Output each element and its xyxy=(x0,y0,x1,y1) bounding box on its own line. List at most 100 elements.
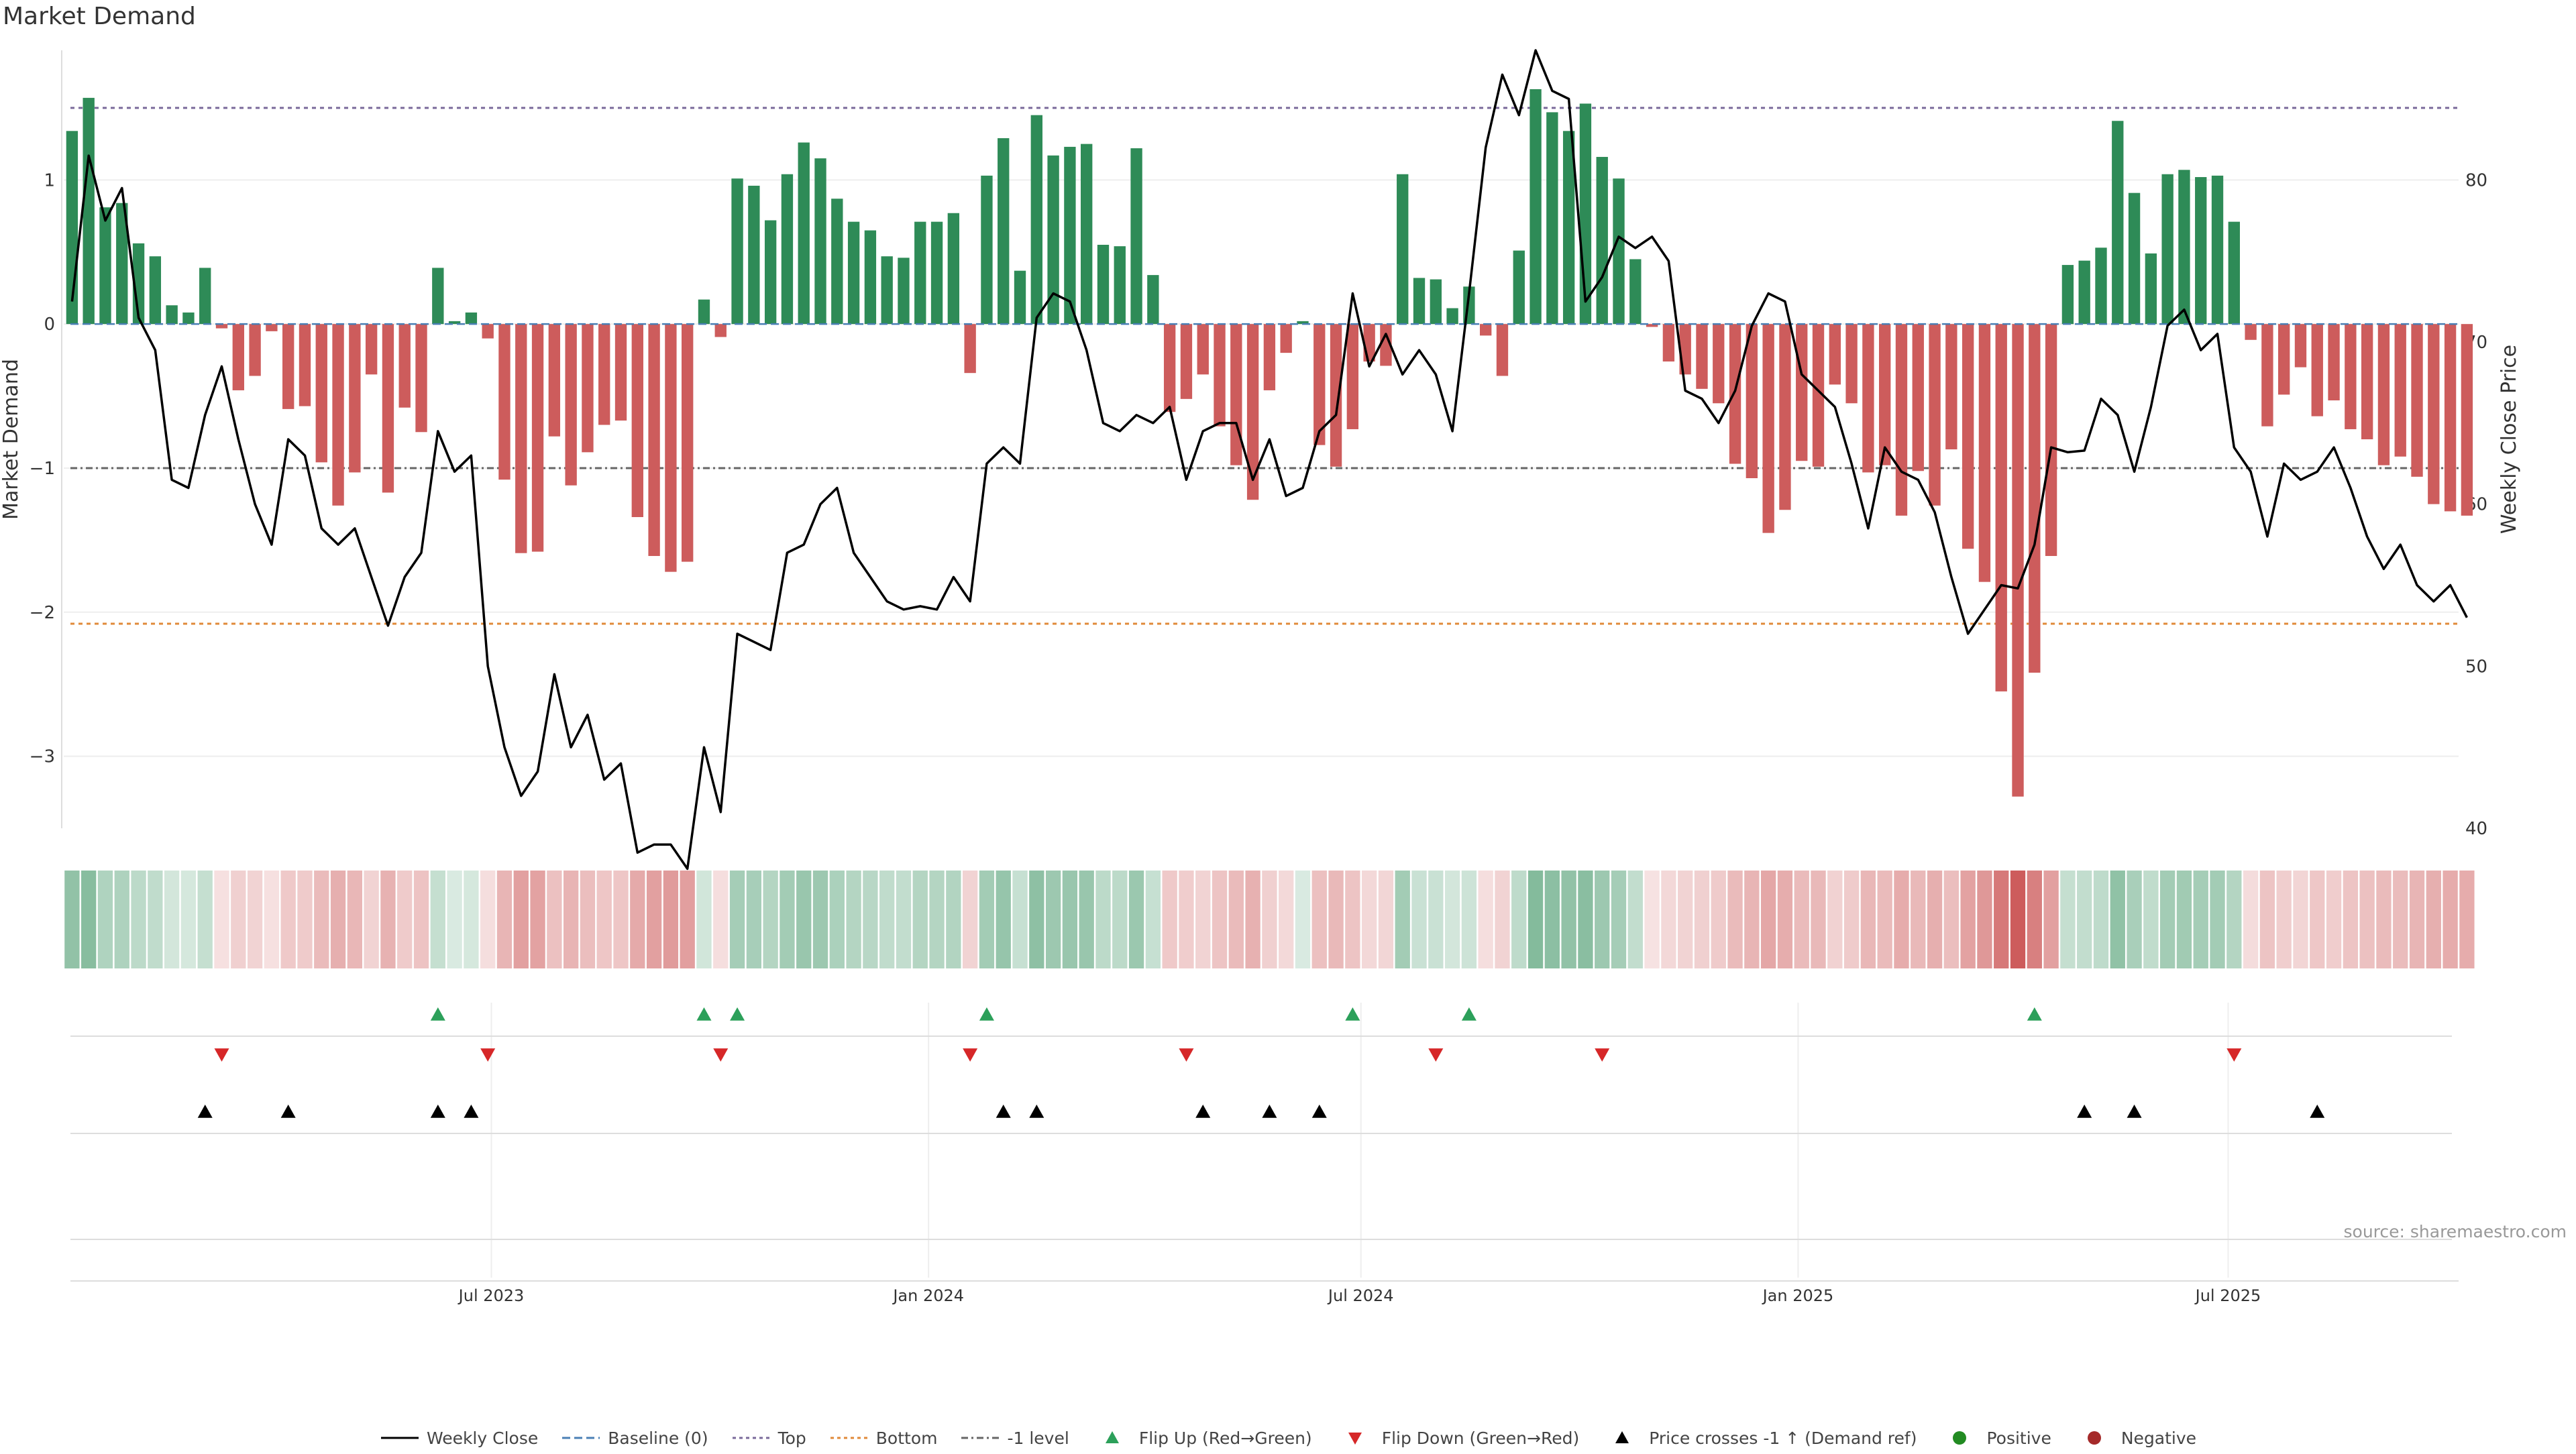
legend-negative: Negative xyxy=(2074,1429,2196,1448)
heat-cell xyxy=(680,871,695,968)
heat-cell xyxy=(2027,871,2042,968)
price-cross-marker xyxy=(2310,1105,2325,1118)
heat-cell xyxy=(1777,871,1793,968)
heat-cell xyxy=(2193,871,2208,968)
demand-bar xyxy=(2012,324,2024,797)
demand-bar xyxy=(1912,324,1924,471)
flip-down-marker xyxy=(1595,1048,1610,1062)
flip-down-marker xyxy=(713,1048,729,1062)
heat-cell xyxy=(314,871,329,968)
demand-bar xyxy=(1297,321,1309,325)
heat-cell xyxy=(1644,871,1660,968)
chart-title: Market Demand xyxy=(3,3,196,30)
heat-cell xyxy=(164,871,180,968)
heat-cell xyxy=(896,871,912,968)
heat-cell xyxy=(2259,871,2275,968)
y-left-tick-label: 1 xyxy=(44,170,55,190)
heat-cell xyxy=(2127,871,2142,968)
heat-cell xyxy=(2077,871,2092,968)
heat-cell xyxy=(1461,871,1477,968)
flip-down-marker xyxy=(2226,1048,2242,1062)
heat-cell xyxy=(1527,871,1544,968)
demand-bar xyxy=(1978,324,1991,582)
heat-cell xyxy=(2176,871,2192,968)
demand-bar xyxy=(116,203,128,325)
demand-bar xyxy=(282,324,294,409)
heat-cell xyxy=(1062,871,1078,968)
price-cross-marker xyxy=(464,1105,479,1118)
heat-cell xyxy=(630,871,645,968)
heat-cell xyxy=(81,871,97,968)
demand-bar xyxy=(964,324,976,374)
heat-cell xyxy=(2210,871,2225,968)
heat-cell xyxy=(1428,871,1444,968)
y-left-tick-label: −2 xyxy=(30,603,55,623)
demand-bar xyxy=(2444,324,2457,512)
demand-bar xyxy=(215,324,228,329)
heat-cell xyxy=(1727,871,1743,968)
price-cross-marker xyxy=(1195,1105,1211,1118)
heat-cell xyxy=(1045,871,1061,968)
heat-cell xyxy=(1760,871,1776,968)
legend-cross-symbol xyxy=(1615,1431,1629,1443)
heat-cell xyxy=(1960,871,1976,968)
heat-cell xyxy=(1894,871,1909,968)
demand-bar xyxy=(249,324,261,376)
demand-bar xyxy=(1496,324,1509,376)
demand-bar xyxy=(482,324,494,339)
heat-cell xyxy=(912,871,928,968)
heat-cell xyxy=(1678,871,1693,968)
demand-bar xyxy=(1812,324,1825,467)
heat-cell xyxy=(1927,871,1943,968)
demand-bar xyxy=(881,256,893,325)
heat-cell xyxy=(480,871,496,968)
demand-bar xyxy=(1862,324,1874,473)
demand-bar xyxy=(1130,148,1142,325)
demand-bar xyxy=(2411,324,2423,477)
heat-cell xyxy=(1378,871,1394,968)
demand-bar xyxy=(1246,324,1259,500)
heat-cell xyxy=(1478,871,1493,968)
demand-bar xyxy=(1845,324,1858,404)
demand-bar xyxy=(83,97,95,325)
demand-bar xyxy=(1446,308,1458,325)
heat-cell xyxy=(114,871,129,968)
heat-cell xyxy=(646,871,662,968)
demand-bar xyxy=(2112,121,2124,325)
price-cross-marker xyxy=(1029,1105,1044,1118)
flip-up-marker xyxy=(1345,1007,1360,1021)
heat-cell xyxy=(2010,871,2026,968)
heat-cell xyxy=(2393,871,2408,968)
heat-cell xyxy=(2359,871,2375,968)
weekly-close-line xyxy=(70,49,2468,871)
demand-bar xyxy=(1746,324,1758,478)
demand-bar xyxy=(1081,144,1093,325)
heat-cell xyxy=(1711,871,1726,968)
heat-cell xyxy=(2159,871,2176,968)
demand-bar xyxy=(1596,156,1608,325)
demand-bar xyxy=(2311,324,2323,416)
heat-cell xyxy=(148,871,163,968)
legend-level-symbol xyxy=(961,1437,1000,1439)
demand-bar xyxy=(349,324,361,473)
demand-bar xyxy=(1662,324,1675,361)
heat-cell xyxy=(1395,871,1410,968)
demand-bar xyxy=(1729,324,1741,464)
heat-cell xyxy=(347,871,363,968)
heat-cell xyxy=(996,871,1011,968)
heat-cell xyxy=(979,871,995,968)
heat-cell xyxy=(763,871,778,968)
demand-bar xyxy=(315,324,327,463)
demand-bar xyxy=(1280,324,1292,353)
legend-level: -1 level xyxy=(960,1429,1069,1448)
demand-bar xyxy=(1480,324,1492,336)
demand-bar xyxy=(798,142,810,325)
demand-bar xyxy=(1796,324,1808,461)
demand-bar xyxy=(914,221,926,325)
heat-cell xyxy=(1811,871,1826,968)
demand-bar xyxy=(1163,324,1176,412)
heat-cell xyxy=(1228,871,1244,968)
heat-cell xyxy=(1827,871,1843,968)
demand-bar xyxy=(1180,324,1193,399)
